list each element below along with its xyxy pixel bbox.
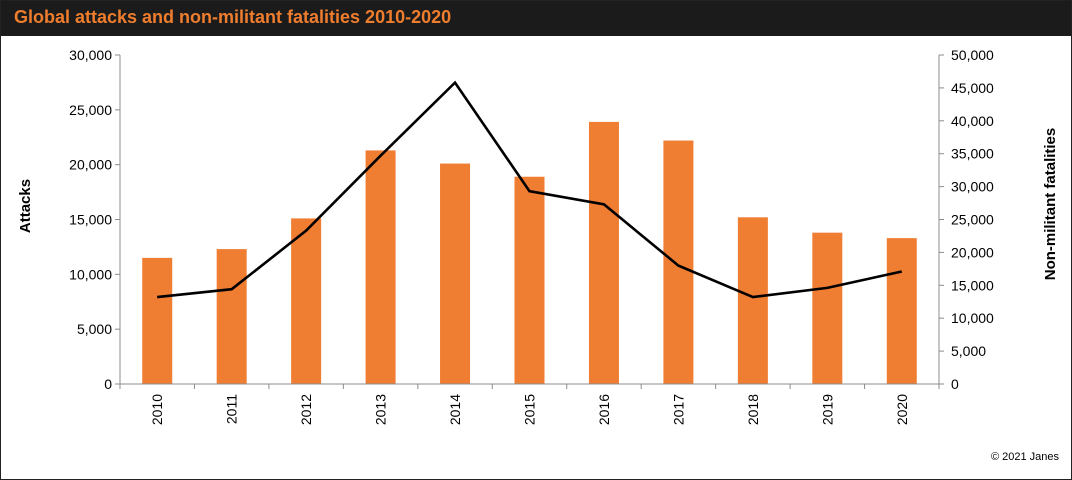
left-tick-label: 15,000	[69, 212, 112, 228]
right-tick-label: 50,000	[951, 47, 994, 63]
bar-2017	[663, 140, 694, 384]
right-axis-label: Non-militant fatalities	[1042, 128, 1059, 281]
right-tick-label: 0	[951, 376, 959, 392]
x-tick-label: 2016	[596, 394, 612, 425]
copyright-notice: © 2021 Janes	[990, 451, 1059, 463]
x-tick-label: 2019	[819, 394, 835, 425]
x-tick-label: 2011	[224, 394, 240, 424]
right-tick-label: 20,000	[951, 244, 994, 260]
right-tick-label: 35,000	[951, 146, 994, 162]
bar-series	[142, 121, 917, 384]
x-tick-label: 2018	[745, 394, 761, 425]
left-tick-label: 20,000	[69, 157, 112, 173]
x-tick-label: 2012	[298, 394, 314, 425]
line-series	[157, 80, 903, 299]
right-tick-label: 5,000	[951, 343, 986, 359]
chart-title: Global attacks and non-militant fataliti…	[14, 7, 452, 27]
x-tick-label: 2017	[670, 394, 686, 425]
x-tick-label: 2013	[373, 394, 389, 425]
fatalities-line	[157, 80, 903, 299]
left-tick-label: 10,000	[69, 266, 112, 282]
left-tick-label: 25,000	[69, 102, 112, 118]
x-tick-label: 2020	[894, 394, 910, 425]
bar-2014	[440, 163, 471, 384]
x-axis-ticks: 2010 2011 2012 2013 2014 2015 2016 2017 2018 2019…	[119, 384, 940, 425]
right-axis-ticks: 0 5,000 10,000 15,000 20,000 25,000 30,000 35,0…	[939, 47, 994, 392]
right-tick-label: 30,000	[951, 179, 994, 195]
title-bar: Global attacks and non-militant fataliti…	[1, 1, 1071, 36]
left-axis-label: Attacks	[17, 179, 34, 233]
right-tick-label: 15,000	[951, 277, 994, 293]
bar-2011	[216, 249, 247, 384]
x-tick-label: 2015	[522, 394, 538, 425]
bar-2019	[812, 232, 843, 384]
bar-2016	[588, 121, 619, 384]
right-tick-label: 45,000	[951, 80, 994, 96]
x-tick-label: 2010	[149, 394, 165, 425]
right-tick-label: 25,000	[951, 212, 994, 228]
right-tick-label: 10,000	[951, 310, 994, 326]
bar-2015	[514, 176, 545, 384]
right-tick-label: 40,000	[951, 113, 994, 129]
bar-2010	[142, 257, 173, 384]
x-tick-label: 2014	[447, 394, 463, 425]
left-tick-label: 5,000	[77, 321, 112, 337]
bar-2013	[365, 150, 396, 384]
left-tick-label: 30,000	[69, 47, 112, 63]
left-tick-label: 0	[104, 376, 112, 392]
bar-2018	[737, 217, 768, 384]
bar-2020	[886, 238, 917, 384]
bar-2012	[291, 218, 322, 384]
left-axis-ticks: 0 5,000 10,000 15,000 20,000 25,000 30,000	[69, 47, 120, 392]
